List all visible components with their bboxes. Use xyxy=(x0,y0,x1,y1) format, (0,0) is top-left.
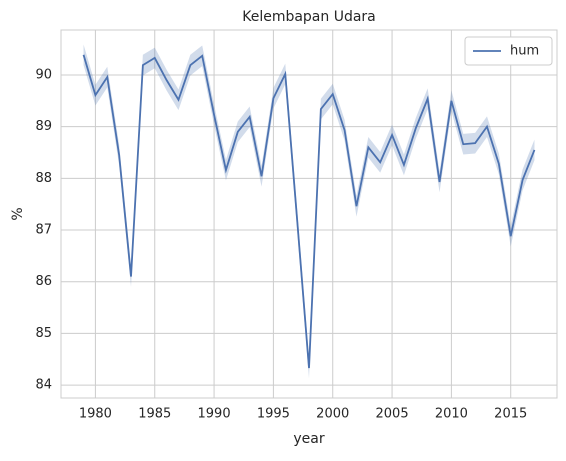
x-tick-label: 2005 xyxy=(376,407,409,422)
y-tick-label: 86 xyxy=(35,274,52,289)
x-tick-label: 1995 xyxy=(257,407,290,422)
y-tick-label: 87 xyxy=(35,223,52,238)
y-tick-label: 85 xyxy=(35,326,52,341)
y-tick-label: 89 xyxy=(35,119,52,134)
y-tick-label: 90 xyxy=(35,67,52,82)
x-axis-label: year xyxy=(293,431,324,447)
y-axis-label: % xyxy=(10,207,26,220)
legend-label: hum xyxy=(510,44,539,59)
x-tick-label: 1980 xyxy=(79,407,112,422)
plot-area xyxy=(60,29,558,399)
x-tick-label: 2015 xyxy=(494,407,527,422)
x-tick-label: 2010 xyxy=(435,407,468,422)
legend-box xyxy=(464,36,553,66)
chart-title: Kelembapan Udara xyxy=(242,9,376,25)
x-tick-label: 1990 xyxy=(198,407,231,422)
y-tick-label: 88 xyxy=(35,171,52,186)
x-tick-label: 1985 xyxy=(138,407,171,422)
y-tick-label: 84 xyxy=(35,378,52,393)
x-tick-label: 2000 xyxy=(316,407,349,422)
line xyxy=(82,54,536,369)
